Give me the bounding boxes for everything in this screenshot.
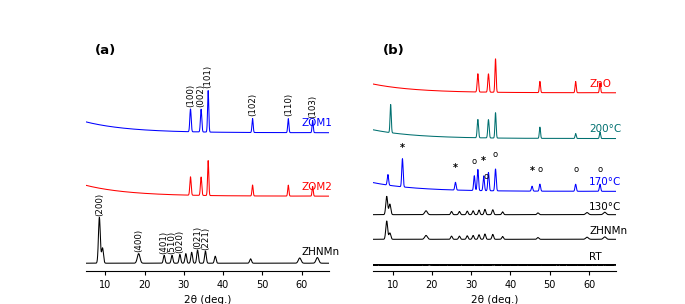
Text: (401): (401) (160, 231, 169, 254)
X-axis label: 2θ (deg.): 2θ (deg.) (471, 295, 519, 304)
Text: o: o (472, 157, 477, 166)
Text: (b): (b) (383, 43, 404, 57)
Text: (200): (200) (95, 193, 104, 216)
Text: (002): (002) (197, 84, 205, 107)
Text: ZOM2: ZOM2 (301, 182, 332, 192)
Text: ZHNMn: ZHNMn (301, 247, 340, 257)
Text: o: o (484, 172, 488, 181)
Text: RT: RT (589, 252, 601, 262)
Text: (020): (020) (175, 230, 184, 253)
Text: 200°C: 200°C (589, 124, 621, 134)
Text: (021): (021) (193, 226, 202, 249)
Text: *: * (482, 156, 486, 166)
Text: (101): (101) (203, 65, 212, 88)
Text: ZOM1: ZOM1 (301, 118, 332, 128)
Text: 170°C: 170°C (589, 177, 621, 187)
Text: (221): (221) (201, 226, 210, 250)
Text: (102): (102) (248, 93, 257, 116)
Text: (510): (510) (168, 231, 177, 254)
Text: o: o (493, 150, 498, 159)
Text: o: o (537, 165, 543, 174)
Text: (100): (100) (186, 84, 195, 107)
Text: *: * (400, 143, 405, 153)
Text: 130°C: 130°C (589, 202, 621, 212)
X-axis label: 2θ (deg.): 2θ (deg.) (184, 295, 231, 304)
Text: ZHNMn: ZHNMn (589, 226, 627, 237)
Text: *: * (453, 164, 458, 173)
Text: (110): (110) (284, 93, 292, 116)
Text: *: * (530, 166, 534, 176)
Text: (a): (a) (95, 43, 116, 57)
Text: o: o (573, 165, 578, 174)
Text: (400): (400) (134, 229, 143, 252)
Text: o: o (597, 165, 603, 174)
Text: ZnO: ZnO (589, 79, 611, 89)
Text: (103): (103) (308, 95, 317, 118)
